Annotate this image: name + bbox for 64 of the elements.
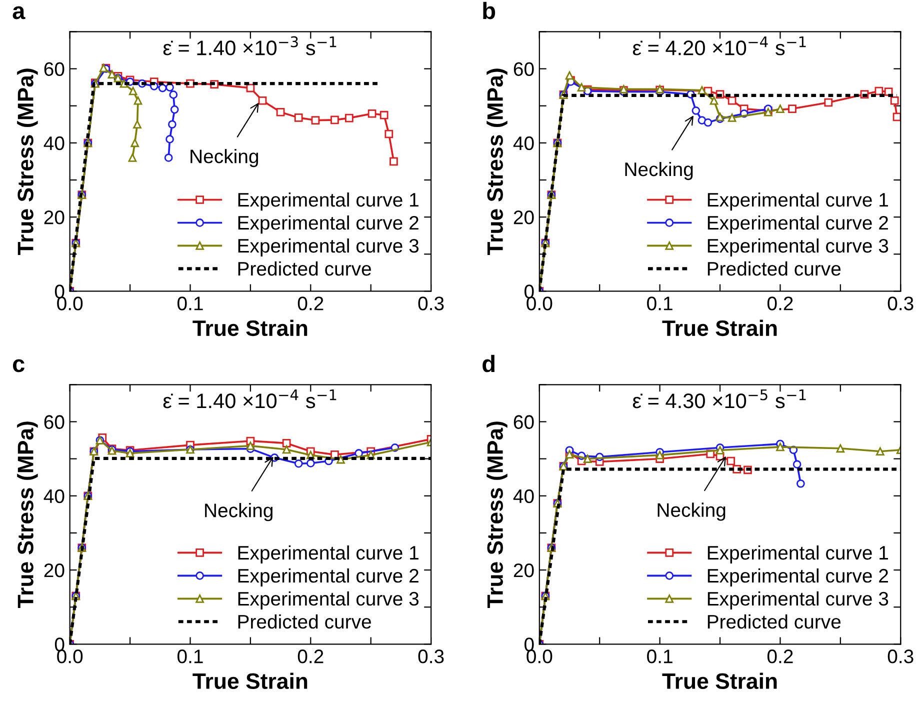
y-axis-title: True Stress (MPa) [486, 68, 508, 256]
y-axis-title: True Stress (MPa) [486, 422, 508, 608]
x-tick-label: 0.3 [888, 650, 914, 664]
x-tick-label: 0.1 [647, 296, 672, 310]
x-tick-label: 0.3 [888, 296, 914, 310]
legend-label: Predicted curve [708, 614, 841, 629]
annotation: Necking [190, 148, 258, 168]
chart-title: a [12, 6, 26, 20]
x-tick-label: 0.1 [647, 650, 672, 664]
y-tick-label: 60 [44, 415, 64, 429]
x-tick-label: 0.2 [767, 650, 793, 664]
annotation: ε̇ = 1.40 ×10$^{−4}$ s$^{−1}$ [163, 389, 336, 408]
chart-title: d [482, 354, 494, 372]
x-tick-label: 0.3 [418, 650, 444, 664]
y-tick-label: 20 [44, 563, 64, 578]
y-tick-label: 60 [514, 62, 534, 76]
legend-label: Experimental curve 3 [708, 238, 888, 257]
x-axis-title: True Strain [192, 672, 308, 690]
chart-title: c [12, 359, 24, 372]
x-axis-title: True Strain [662, 672, 777, 690]
y-tick-label: 20 [514, 210, 534, 224]
annotation: Necking [205, 503, 272, 522]
annotation: ε̇ = 4.20 ×10$^{−4}$ s$^{−1}$ [632, 36, 806, 56]
x-tick-label: 0.0 [526, 650, 552, 664]
y-tick-label: 20 [44, 210, 64, 224]
legend-label: Experimental curve 1 [708, 192, 888, 211]
x-tick-label: 0.0 [526, 296, 552, 310]
y-tick-label: 60 [44, 62, 64, 76]
annotation: Necking [658, 502, 726, 521]
x-axis-title: True Strain [192, 320, 308, 336]
y-tick-label: 40 [513, 489, 534, 504]
x-tick-label: 0.2 [767, 296, 793, 310]
legend-label: Experimental curve 2 [238, 215, 418, 234]
legend-label: Predicted curve [238, 614, 371, 629]
legend-label: Experimental curve 3 [238, 238, 419, 257]
legend-label: Experimental curve 3 [238, 591, 419, 610]
legend-label: Experimental curve 1 [238, 545, 418, 564]
x-tick-label: 0.1 [177, 296, 203, 310]
x-axis-title: True Strain [662, 320, 777, 336]
y-tick-label: 40 [44, 136, 64, 150]
x-tick-label: 0.2 [298, 650, 324, 664]
legend-label: Experimental curve 1 [238, 192, 418, 211]
legend-label: Experimental curve 3 [708, 591, 888, 610]
chart-title: b [483, 2, 496, 20]
legend-label: Experimental curve 2 [238, 568, 418, 587]
x-tick-label: 0.1 [177, 650, 203, 664]
y-tick-label: 40 [44, 489, 64, 504]
legend-label: Predicted curve [708, 261, 841, 276]
x-tick-label: 0.2 [298, 296, 324, 310]
x-tick-label: 0.0 [57, 296, 83, 310]
x-tick-label: 0.0 [57, 650, 83, 664]
y-axis-title: True Stress (MPa) [17, 422, 38, 608]
annotation: ε̇ = 1.40 ×10$^{−3}$ s$^{−1}$ [163, 36, 336, 56]
x-tick-label: 0.3 [418, 296, 444, 310]
y-tick-label: 40 [513, 136, 534, 150]
y-axis-title: True Stress (MPa) [17, 68, 38, 256]
legend-label: Experimental curve 2 [708, 568, 888, 587]
legend-label: Experimental curve 2 [708, 215, 888, 234]
annotation: Necking [625, 162, 693, 180]
y-tick-label: 60 [514, 415, 534, 429]
y-tick-label: 20 [514, 563, 534, 578]
legend-label: Predicted curve [238, 261, 371, 276]
legend-label: Experimental curve 1 [708, 545, 888, 564]
annotation: ε̇ = 4.30 ×10$^{−5}$ s$^{−1}$ [632, 389, 806, 408]
